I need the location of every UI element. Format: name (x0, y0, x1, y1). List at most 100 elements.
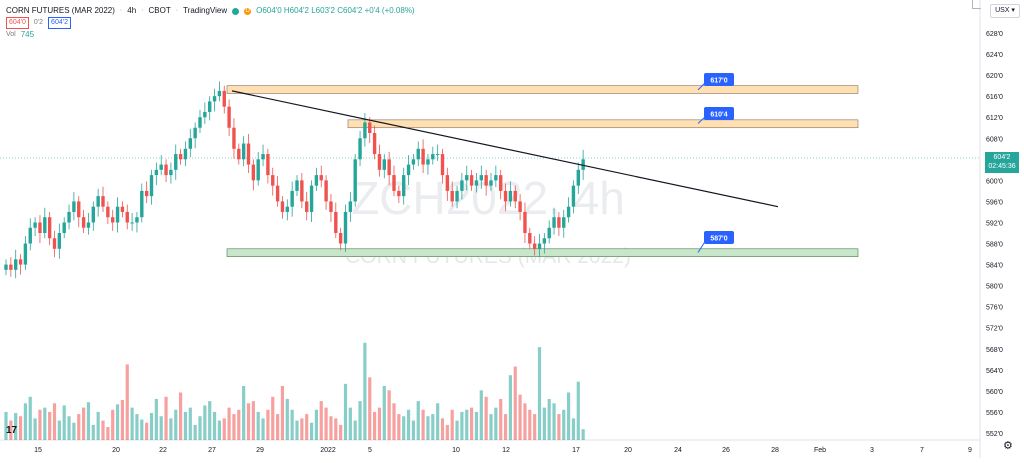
volume-bar (513, 366, 517, 440)
candle-body (557, 217, 561, 228)
candle-body (266, 154, 270, 176)
volume-bar (309, 422, 314, 440)
volume-bar (77, 414, 81, 440)
volume-bar (552, 403, 556, 440)
candle-body (445, 175, 450, 191)
candle-body (450, 190, 454, 202)
volume-bar (164, 396, 168, 440)
volume-bar (406, 409, 411, 440)
candle-body (397, 190, 401, 197)
candle-body (343, 211, 348, 244)
ohlc-change: +0'4 (+0.08%) (364, 6, 415, 15)
candle-body (416, 148, 420, 160)
volume-bar (368, 377, 372, 440)
candle-body (479, 175, 483, 181)
candle-body (571, 185, 576, 207)
legend-title-row: CORN FUTURES (MAR 2022) · 4h · CBOT · Tr… (6, 6, 415, 15)
volume-bar (576, 381, 580, 440)
volume-bar (431, 414, 435, 440)
y-tick-label: 564'0 (986, 368, 1003, 375)
candle-body (465, 175, 469, 181)
y-tick-label: 556'0 (986, 410, 1003, 417)
x-tick-label: 3 (870, 447, 874, 454)
candle-body (581, 159, 585, 170)
volume-bar (62, 405, 66, 440)
volume-bar (251, 401, 255, 440)
volume-bar (222, 418, 226, 440)
volume-bar (295, 420, 299, 440)
candle-body (402, 175, 406, 197)
volume-bar (392, 403, 396, 440)
candle-body (169, 169, 173, 176)
candle-body (241, 143, 246, 160)
candle-body (77, 201, 81, 218)
volume-bar (246, 403, 251, 440)
volume-bar (145, 422, 149, 440)
candle-body (363, 122, 367, 139)
interval-label[interactable]: 4h (127, 6, 137, 15)
volume-bar (276, 414, 280, 440)
volume-bar (557, 414, 561, 440)
candle-body (9, 264, 13, 270)
volume-bar (290, 409, 294, 440)
volume-bar (48, 411, 52, 440)
volume-bar (411, 420, 415, 440)
symbol-name[interactable]: CORN FUTURES (MAR 2022) (6, 6, 115, 15)
candle-body (115, 206, 120, 223)
y-tick-label: 592'0 (986, 220, 1003, 227)
candle-body (435, 154, 440, 156)
currency-selector[interactable]: USX ▾ (990, 4, 1020, 18)
x-tick-label: 29 (256, 447, 264, 454)
y-tick-label: 600'0 (986, 178, 1003, 185)
y-tick-label: 628'0 (986, 31, 1003, 38)
volume-bar (203, 405, 207, 440)
candle-body (183, 148, 188, 160)
candle-body (503, 190, 508, 202)
x-tick-label: 5 (368, 447, 372, 454)
candle-body (256, 159, 260, 181)
candle-body (23, 243, 28, 265)
y-tick-label: 552'0 (986, 431, 1003, 438)
candle-body (43, 217, 47, 233)
volume-bar (96, 411, 100, 440)
candle-body (319, 175, 323, 181)
volume-label[interactable]: Vol (6, 31, 16, 38)
candle-body (81, 217, 86, 228)
candle-body (348, 201, 353, 212)
candle-body (406, 164, 411, 176)
y-tick-label: 588'0 (986, 242, 1003, 249)
buy-price-button[interactable]: 604'2 (48, 17, 71, 29)
candle-body (484, 175, 488, 186)
source-label: TradingView (183, 6, 228, 15)
candle-body (222, 90, 226, 107)
gear-icon[interactable]: ⚙ (1003, 440, 1013, 452)
volume-bar (111, 409, 115, 440)
callout-box (704, 107, 734, 120)
callout-label: 617'0 (710, 78, 727, 85)
volume-bar (567, 392, 571, 440)
delayed-data-icon[interactable]: D (244, 7, 252, 15)
candle-body (508, 190, 513, 202)
x-tick-label: 22 (159, 447, 167, 454)
y-tick-label: 580'0 (986, 284, 1003, 291)
callout-box (704, 73, 734, 86)
volume-bar (484, 396, 488, 440)
candle-body (532, 243, 537, 249)
y-tick-label: 596'0 (986, 199, 1003, 206)
volume-bar (217, 420, 221, 440)
trade-row: 604'0 0'2 604'2 (6, 17, 415, 29)
sell-price-button[interactable]: 604'0 (6, 17, 29, 29)
scale-corner-icon (972, 0, 981, 9)
x-tick-label: 15 (34, 447, 42, 454)
candle-body (149, 175, 154, 197)
volume-bar (242, 386, 246, 440)
candle-body (474, 180, 479, 186)
candle-body (499, 175, 503, 191)
volume-bar (91, 424, 95, 440)
candle-body (62, 222, 66, 233)
candle-body (460, 180, 464, 191)
market-status-icon[interactable] (232, 7, 240, 15)
volume-bar (208, 401, 212, 440)
